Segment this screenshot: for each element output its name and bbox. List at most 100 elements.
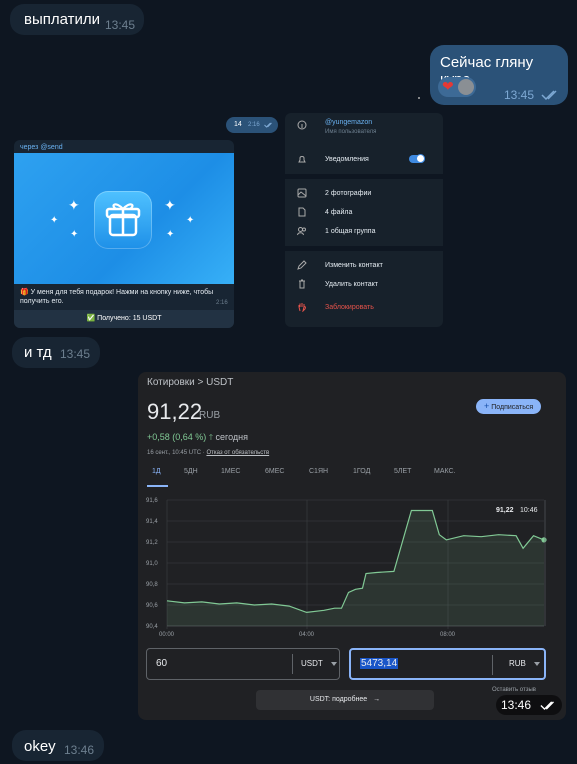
sparkle-icon: ✦ (164, 197, 176, 213)
photo-icon (297, 188, 307, 198)
plus-icon: + (484, 401, 490, 411)
message-outgoing: Сейчас гляну курс. ❤ 13:45 (430, 45, 568, 105)
message-time: 13:46 (64, 743, 95, 757)
message-time: 13:45 (105, 18, 136, 32)
y-tick-label: 90,6 (146, 603, 158, 609)
menu-divider (285, 174, 443, 179)
amount-to-text: 5473,14 (361, 658, 398, 669)
menu-item-notifications[interactable]: Уведомления (285, 151, 443, 169)
current-point (541, 537, 547, 543)
edit-label: Изменить контакт (325, 262, 383, 269)
message-text: выплатили (24, 11, 101, 28)
tab-6[interactable]: 5ЛЕТ (394, 468, 412, 475)
field-divider (292, 654, 293, 674)
message-time: 13:45 (60, 347, 91, 361)
notifications-toggle[interactable] (409, 154, 425, 163)
price-value: 91,22 (147, 399, 203, 424)
x-tick-label: 00:00 (159, 632, 175, 638)
via-bot-label: через @send (20, 144, 63, 151)
more-details-button[interactable]: USDT: подробнее → (256, 690, 434, 710)
pencil-icon (297, 260, 307, 270)
menu-item-delete[interactable]: Удалить контакт (285, 276, 443, 294)
y-tick-label: 91,2 (146, 540, 158, 546)
menu-divider (285, 246, 443, 251)
double-check-icon (541, 90, 557, 101)
claim-gift-button[interactable]: ✅ Получено: 15 USDT (14, 310, 234, 328)
photos-label: 2 фотографии (325, 190, 372, 197)
tab-0[interactable]: 1Д (152, 468, 161, 475)
users-icon (297, 227, 306, 236)
subscribe-button[interactable]: + Подписаться (476, 399, 542, 414)
gift-banner: ✦ ✦ ✦ ✦ ✦ ✦ (14, 153, 234, 284)
convert-from-field[interactable]: 60 USDT (146, 648, 340, 680)
sparkle-icon: ✦ (70, 229, 79, 240)
hand-stop-icon (298, 303, 306, 312)
double-check-icon (264, 122, 272, 128)
message-time: 13:46 (501, 698, 532, 712)
y-tick-label: 90,8 (146, 582, 158, 588)
tab-3[interactable]: 6МЕС (265, 468, 285, 475)
hover-time-label: 10:46 (520, 507, 538, 514)
amount-from[interactable]: 60 (156, 658, 168, 669)
gift-message: через @send ✦ ✦ ✦ ✦ ✦ ✦ 🎁 У меня для теб… (14, 140, 234, 328)
sparkle-icon: ✦ (68, 197, 80, 213)
tab-2[interactable]: 1МЕС (221, 468, 241, 475)
message-time: 2:16 (216, 300, 228, 306)
y-tick-label: 91,4 (146, 519, 158, 525)
date-text: 16 сент., 10:45 UTC · (147, 450, 205, 456)
username-caption: Имя пользователя (325, 129, 377, 135)
tab-5[interactable]: 1ГОД (353, 468, 371, 475)
chevron-down-icon (331, 662, 337, 666)
amount-to[interactable]: 5473,14 (360, 658, 399, 669)
bell-icon (298, 156, 306, 163)
reaction-heart-icon[interactable]: ❤ (438, 77, 476, 97)
files-label: 4 файла (325, 209, 353, 216)
change-value: +0,58 (0,64 %) (147, 432, 207, 442)
message-time: 13:45 (504, 88, 535, 102)
unit-to-select[interactable]: RUB (509, 659, 526, 668)
price-chart[interactable]: 91,6 91,4 91,2 91,0 90,8 90,6 90,400:00 04:00 08… (138, 490, 566, 642)
contact-context-menu: @yungemazon Имя пользователя Уведомления… (285, 113, 443, 327)
more-details-label: USDT: подробнее (309, 696, 368, 703)
menu-item-files[interactable]: 4 файла (285, 204, 443, 222)
arrow-up-icon: 🡑 (208, 433, 213, 442)
change-period: сегодня (215, 432, 249, 442)
currency-quote-card: Котировки > USDT 91,22 RUB + Подписаться… (138, 372, 566, 720)
hover-value-label: 91,22 (496, 507, 514, 514)
tab-1[interactable]: 5ДН (184, 468, 198, 475)
range-tabs: 1Д 5ДН 1МЕС 6МЕС С1ЯН 1ГОД 5ЛЕТ МАКС. (138, 468, 566, 484)
gift-icon (94, 191, 152, 249)
subscribe-label: Подписаться (491, 404, 534, 411)
delete-label: Удалить контакт (325, 281, 378, 288)
message-text: okey (24, 738, 56, 755)
menu-item-edit[interactable]: Изменить контакт (285, 257, 443, 275)
field-divider (492, 655, 493, 675)
avatar (458, 79, 474, 95)
menu-item-block[interactable]: Заблокировать (285, 299, 443, 317)
series-area (167, 510, 544, 626)
convert-to-field[interactable]: 5473,14 RUB (349, 648, 546, 680)
y-tick-label: 90,4 (146, 624, 158, 630)
breadcrumb[interactable]: Котировки > USDT (147, 377, 234, 388)
info-icon (297, 120, 307, 130)
dot-marker (418, 97, 420, 99)
menu-item-username[interactable]: @yungemazon Имя пользователя (285, 117, 443, 141)
message-incoming: выплатили 13:45 (10, 4, 144, 35)
groups-label: 1 общая группа (325, 228, 376, 235)
feedback-link[interactable]: Оставить отзыв (492, 687, 536, 693)
x-tick-label: 08:00 (440, 632, 456, 638)
disclaimer-link[interactable]: Отказ от обязательств (206, 450, 270, 456)
menu-item-groups[interactable]: 1 общая группа (285, 223, 443, 241)
message-time-stamp: 13:46 (496, 695, 562, 715)
double-check-icon (540, 701, 554, 711)
quote-date: 16 сент., 10:45 UTC · Отказ от обязатель… (147, 450, 269, 456)
series-line (166, 509, 545, 614)
y-tick-label: 91,0 (146, 561, 158, 567)
unit-from-select[interactable]: USDT (301, 659, 323, 668)
tab-4[interactable]: С1ЯН (309, 468, 329, 475)
price-change: +0,58 (0,64 %) 🡑 сегодня (147, 432, 248, 446)
menu-item-photos[interactable]: 2 фотографии (285, 185, 443, 203)
price-currency: RUB (199, 410, 221, 421)
tab-7[interactable]: МАКС. (434, 468, 456, 475)
notifications-label: Уведомления (325, 156, 369, 163)
